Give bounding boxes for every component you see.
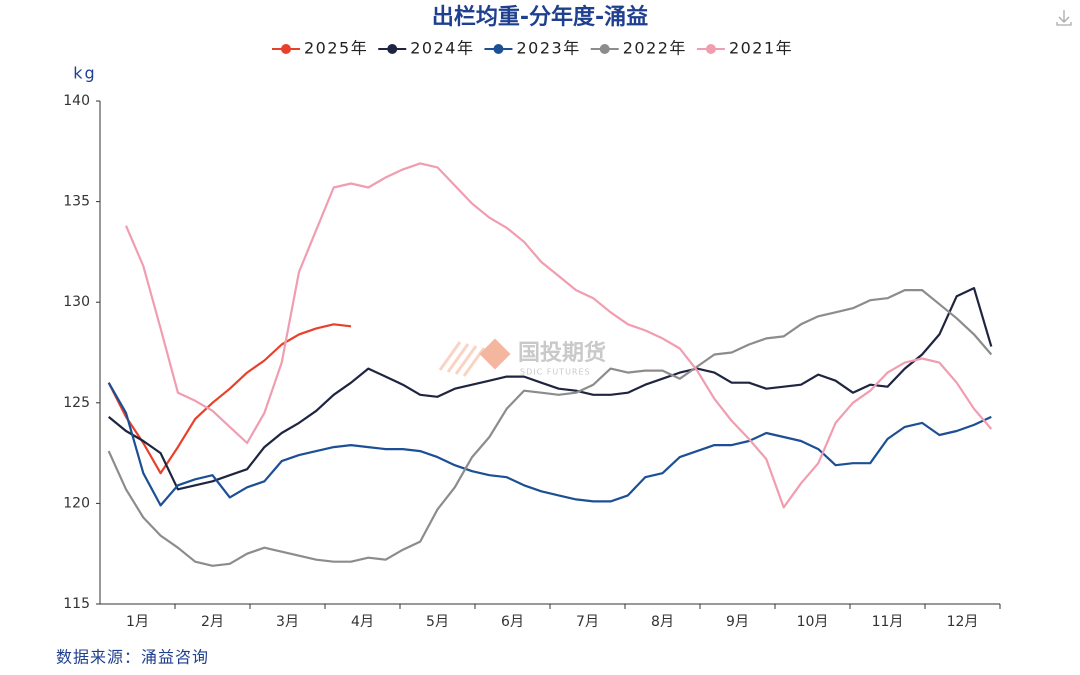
watermark: 国投期货 SDIC FUTURES bbox=[438, 338, 606, 377]
series-line bbox=[107, 289, 993, 567]
y-tick-label: 135 bbox=[63, 194, 90, 210]
x-tick-label: 2月 bbox=[201, 614, 224, 630]
x-tick-label: 8月 bbox=[651, 614, 674, 630]
legend-marker bbox=[281, 44, 291, 54]
legend-label: 2021年 bbox=[729, 39, 793, 58]
legend-label: 2022年 bbox=[623, 39, 687, 58]
legend-marker bbox=[493, 44, 504, 54]
x-tick-label: 12月 bbox=[947, 614, 979, 630]
legend-label: 2025年 bbox=[304, 39, 368, 58]
y-tick-label: 115 bbox=[63, 596, 90, 612]
legend-marker bbox=[705, 44, 716, 54]
chart-title: 出栏均重-分年度-涌益 bbox=[432, 4, 648, 30]
series-line bbox=[107, 323, 352, 475]
series-line bbox=[124, 162, 993, 509]
watermark-sub: SDIC FUTURES bbox=[520, 368, 591, 377]
y-tick-label: 140 bbox=[63, 93, 90, 109]
x-tick-label: 5月 bbox=[426, 614, 449, 630]
x-tick-label: 11月 bbox=[872, 614, 904, 630]
x-tick-label: 4月 bbox=[351, 614, 374, 630]
download-icon[interactable] bbox=[1056, 10, 1072, 26]
y-tick-label: 120 bbox=[63, 495, 90, 511]
legend-marker bbox=[387, 44, 398, 54]
legend-label: 2023年 bbox=[516, 39, 580, 58]
y-tick-label: 130 bbox=[63, 294, 90, 310]
x-tick-label: 10月 bbox=[797, 614, 829, 630]
y-axis-label: kg bbox=[73, 64, 96, 83]
watermark-text: 国投期货 bbox=[518, 340, 606, 366]
series-line bbox=[107, 382, 992, 507]
x-tick-label: 1月 bbox=[126, 614, 149, 630]
x-tick-label: 6月 bbox=[501, 614, 524, 630]
legend-marker bbox=[599, 44, 610, 54]
y-tick-label: 125 bbox=[63, 395, 90, 411]
x-tick-label: 3月 bbox=[276, 614, 299, 630]
legend-label: 2024年 bbox=[410, 39, 474, 58]
series-line bbox=[108, 287, 993, 491]
x-tick-label: 7月 bbox=[576, 614, 599, 630]
legend: 2025年 2024年 2023年 2022年 2021年 bbox=[272, 39, 793, 58]
source-note: 数据来源：涌益咨询 bbox=[56, 648, 209, 667]
x-tick-label: 9月 bbox=[726, 614, 749, 630]
